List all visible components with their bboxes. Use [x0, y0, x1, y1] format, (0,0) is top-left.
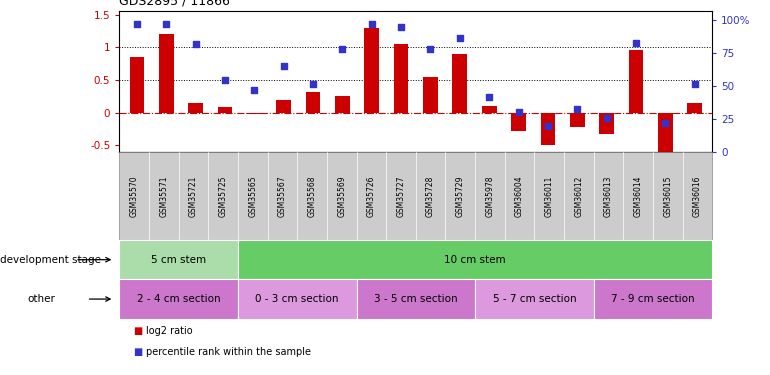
Text: GSM36004: GSM36004 [515, 175, 524, 217]
Bar [628, 51, 643, 112]
Point [542, 123, 554, 129]
Text: log2 ratio: log2 ratio [146, 326, 193, 336]
Point [248, 87, 260, 93]
Text: ■: ■ [133, 326, 142, 336]
Text: GSM35569: GSM35569 [337, 175, 346, 217]
Text: GSM36016: GSM36016 [693, 175, 702, 217]
Text: GSM35725: GSM35725 [219, 175, 228, 217]
Bar [688, 103, 702, 112]
Bar [306, 92, 320, 112]
Bar [393, 44, 408, 112]
Text: GSM35729: GSM35729 [456, 175, 465, 217]
Point [395, 24, 407, 30]
Bar [599, 112, 614, 134]
Bar [364, 28, 379, 112]
Bar [129, 57, 144, 112]
Point [277, 63, 290, 69]
Text: GSM35570: GSM35570 [129, 175, 139, 217]
Text: GDS2895 / 11866: GDS2895 / 11866 [119, 0, 230, 8]
Text: 0 - 3 cm section: 0 - 3 cm section [256, 294, 339, 304]
Point [131, 21, 143, 27]
Point [688, 81, 701, 87]
Point [189, 41, 202, 47]
Text: 7 - 9 cm section: 7 - 9 cm section [611, 294, 695, 304]
Bar [511, 112, 526, 131]
Text: other: other [27, 294, 55, 304]
Point [659, 120, 671, 126]
Bar [658, 112, 673, 155]
Text: percentile rank within the sample: percentile rank within the sample [146, 347, 311, 357]
Text: GSM36015: GSM36015 [663, 175, 672, 217]
Text: GSM35726: GSM35726 [367, 175, 376, 217]
Bar [335, 96, 350, 112]
Bar [453, 54, 467, 112]
Text: GSM35571: GSM35571 [159, 175, 169, 217]
Point [366, 21, 378, 27]
Text: GSM35721: GSM35721 [189, 175, 198, 217]
Text: GSM36011: GSM36011 [544, 175, 554, 217]
Text: 10 cm stem: 10 cm stem [444, 255, 506, 265]
Text: 2 - 4 cm section: 2 - 4 cm section [137, 294, 220, 304]
Point [307, 81, 320, 87]
Bar [276, 99, 291, 112]
Text: GSM35568: GSM35568 [307, 175, 316, 217]
Bar [541, 112, 555, 146]
Text: 5 cm stem: 5 cm stem [151, 255, 206, 265]
Text: 5 - 7 cm section: 5 - 7 cm section [493, 294, 576, 304]
Text: GSM36012: GSM36012 [574, 175, 584, 217]
Point [424, 46, 437, 53]
Point [336, 46, 349, 53]
Bar [424, 76, 438, 112]
Bar [247, 112, 262, 114]
Bar [482, 106, 497, 112]
Text: GSM35727: GSM35727 [397, 175, 406, 217]
Text: GSM35978: GSM35978 [485, 175, 494, 217]
Text: GSM35567: GSM35567 [278, 175, 287, 217]
Bar [159, 34, 174, 112]
Point [454, 34, 466, 40]
Bar [218, 107, 233, 112]
Bar [189, 103, 203, 112]
Text: 3 - 5 cm section: 3 - 5 cm section [374, 294, 457, 304]
Text: GSM36013: GSM36013 [604, 175, 613, 217]
Text: GSM36014: GSM36014 [634, 175, 643, 217]
Point [571, 105, 584, 111]
Point [512, 110, 524, 116]
Text: development stage: development stage [0, 255, 101, 265]
Point [601, 115, 613, 121]
Text: GSM35565: GSM35565 [248, 175, 257, 217]
Bar [570, 112, 584, 127]
Point [483, 94, 495, 100]
Point [160, 21, 172, 27]
Point [219, 76, 231, 82]
Point [630, 40, 642, 46]
Text: GSM35728: GSM35728 [426, 175, 435, 217]
Text: ■: ■ [133, 347, 142, 357]
